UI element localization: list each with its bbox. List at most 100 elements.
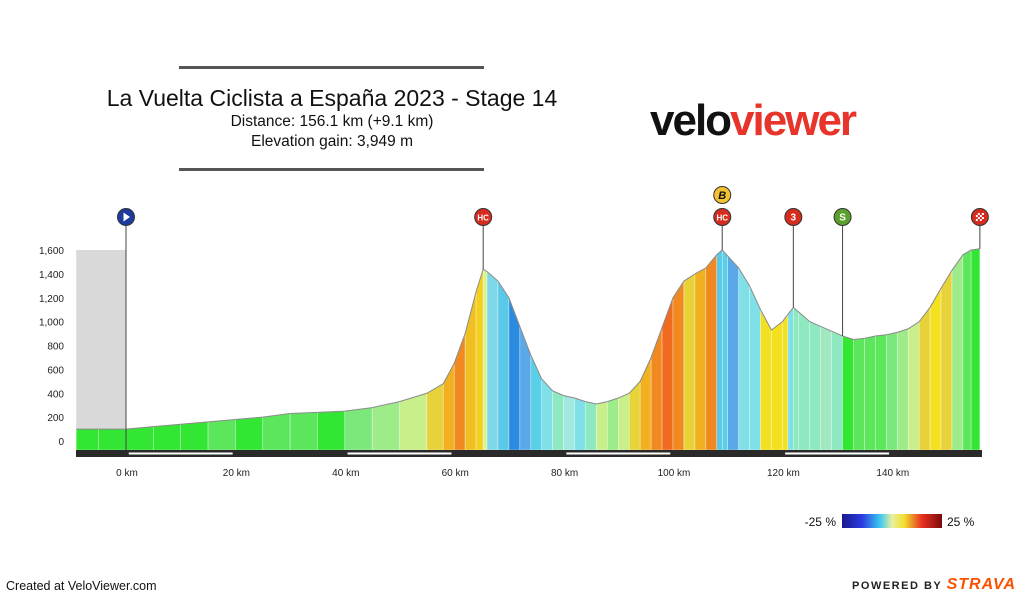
logo-viewer: viewer xyxy=(730,96,857,145)
y-tick-label: 600 xyxy=(47,365,64,376)
profile-segment xyxy=(820,325,832,451)
climb-marker-label: HC xyxy=(477,214,489,223)
profile-segment xyxy=(782,313,789,451)
profile-segment xyxy=(180,421,209,451)
profile-segment xyxy=(508,297,521,451)
profile-segment xyxy=(650,327,663,451)
start-marker[interactable] xyxy=(117,208,135,451)
stage-elevation-gain: Elevation gain: 3,949 m xyxy=(251,133,413,150)
profile-segment xyxy=(289,412,318,451)
profile-outline xyxy=(76,248,980,430)
profile-segment xyxy=(771,321,783,451)
profile-segment xyxy=(864,335,876,451)
profile-segment xyxy=(442,363,455,451)
profile-segment xyxy=(639,357,652,451)
sprint-marker[interactable]: S xyxy=(833,208,852,336)
profile-segment xyxy=(530,354,543,451)
x-tick-label: 80 km xyxy=(551,468,578,479)
powered-by-label: POWERED BY xyxy=(852,580,943,592)
profile-segment xyxy=(705,253,718,451)
profile-segment xyxy=(207,419,236,451)
profile-segment xyxy=(875,334,887,451)
climb-marker[interactable]: HC xyxy=(474,208,493,270)
profile-segment xyxy=(760,309,772,451)
profile-segment xyxy=(749,285,761,451)
finish-marker[interactable] xyxy=(970,208,989,249)
profile-segment xyxy=(453,333,466,451)
x-tick-label: 100 km xyxy=(658,468,691,479)
profile-segments xyxy=(75,248,981,451)
y-tick-label: 1,000 xyxy=(39,318,64,329)
y-tick-label: 800 xyxy=(47,342,64,353)
profile-segment xyxy=(563,395,575,451)
profile-segment xyxy=(426,383,444,451)
profile-segment xyxy=(486,270,499,451)
profile-segment xyxy=(552,390,564,451)
x-tick-label: 140 km xyxy=(876,468,909,479)
profile-segment xyxy=(475,269,484,451)
climb-marker[interactable]: 3 xyxy=(784,208,803,308)
profile-segment xyxy=(727,255,739,451)
profile-segment xyxy=(75,428,99,451)
climb-marker[interactable]: HC xyxy=(713,208,732,251)
climb-marker-label: HC xyxy=(716,214,728,223)
profile-segment xyxy=(262,413,291,451)
profile-segment xyxy=(809,321,821,451)
profile-segment xyxy=(853,338,865,451)
profile-segment xyxy=(519,326,532,451)
gradient-scale-bar xyxy=(842,514,942,528)
profile-segment xyxy=(98,428,127,451)
profile-segment xyxy=(317,410,346,451)
gradient-max-label: 25 % xyxy=(947,515,975,529)
gradient-legend: -25 % 25 % xyxy=(805,514,975,529)
start-icon xyxy=(123,212,130,222)
y-tick-label: 1,200 xyxy=(39,294,64,305)
profile-segment xyxy=(886,331,898,451)
y-tick-label: 400 xyxy=(47,389,64,400)
profile-segment xyxy=(399,392,428,451)
y-tick-label: 0 xyxy=(58,437,64,448)
profile-segment xyxy=(940,269,953,451)
bonus-marker[interactable]: B xyxy=(713,186,732,204)
veloviewer-logo[interactable]: veloviewer xyxy=(650,96,857,146)
page-title: La Vuelta Ciclista a España 2023 - Stage… xyxy=(106,85,558,111)
profile-segment xyxy=(574,397,586,451)
profile-segment xyxy=(125,426,154,451)
profile-segment xyxy=(793,306,800,451)
title-rule-top xyxy=(179,66,484,69)
sprint-marker-label: S xyxy=(839,213,846,224)
x-tick-label: 20 km xyxy=(223,468,250,479)
x-tick-label: 40 km xyxy=(332,468,359,479)
profile-segment xyxy=(918,306,931,451)
profile-segment xyxy=(738,266,750,451)
profile-segment xyxy=(497,280,510,451)
climb-marker-label: 3 xyxy=(791,213,797,224)
profile-segment xyxy=(371,401,400,451)
y-axis: 0 200 400 600 800 1,000 1,200 1,400 1,600 xyxy=(39,246,64,448)
created-at-credit[interactable]: Created at VeloViewer.com xyxy=(6,579,157,593)
profile-segment xyxy=(661,297,674,451)
powered-by-strava[interactable]: POWERED BY STRAVA xyxy=(852,576,1016,594)
profile-segment xyxy=(842,335,854,451)
profile-segment xyxy=(970,248,981,451)
profile-segment xyxy=(798,311,811,451)
stage-distance: Distance: 156.1 km (+9.1 km) xyxy=(230,113,434,130)
profile-segment xyxy=(951,253,964,451)
x-axis-bar xyxy=(76,450,982,457)
x-tick-label: 120 km xyxy=(767,468,800,479)
profile-segment xyxy=(716,249,723,451)
profile-segment xyxy=(721,249,728,451)
x-axis: 0 km 20 km 40 km 60 km 80 km 100 km 120 km 140 … xyxy=(76,450,982,479)
profile-segment xyxy=(482,268,488,451)
profile-segment xyxy=(787,306,794,451)
neutral-zone xyxy=(76,250,126,450)
finish-flag-icon xyxy=(975,213,984,221)
y-tick-label: 200 xyxy=(47,413,64,424)
profile-segment xyxy=(929,287,942,451)
gradient-min-label: -25 % xyxy=(805,515,837,529)
x-tick-label: 60 km xyxy=(442,468,469,479)
profile-segment xyxy=(907,321,920,451)
profile-segment xyxy=(831,330,843,451)
bonus-marker-label: B xyxy=(718,190,726,202)
